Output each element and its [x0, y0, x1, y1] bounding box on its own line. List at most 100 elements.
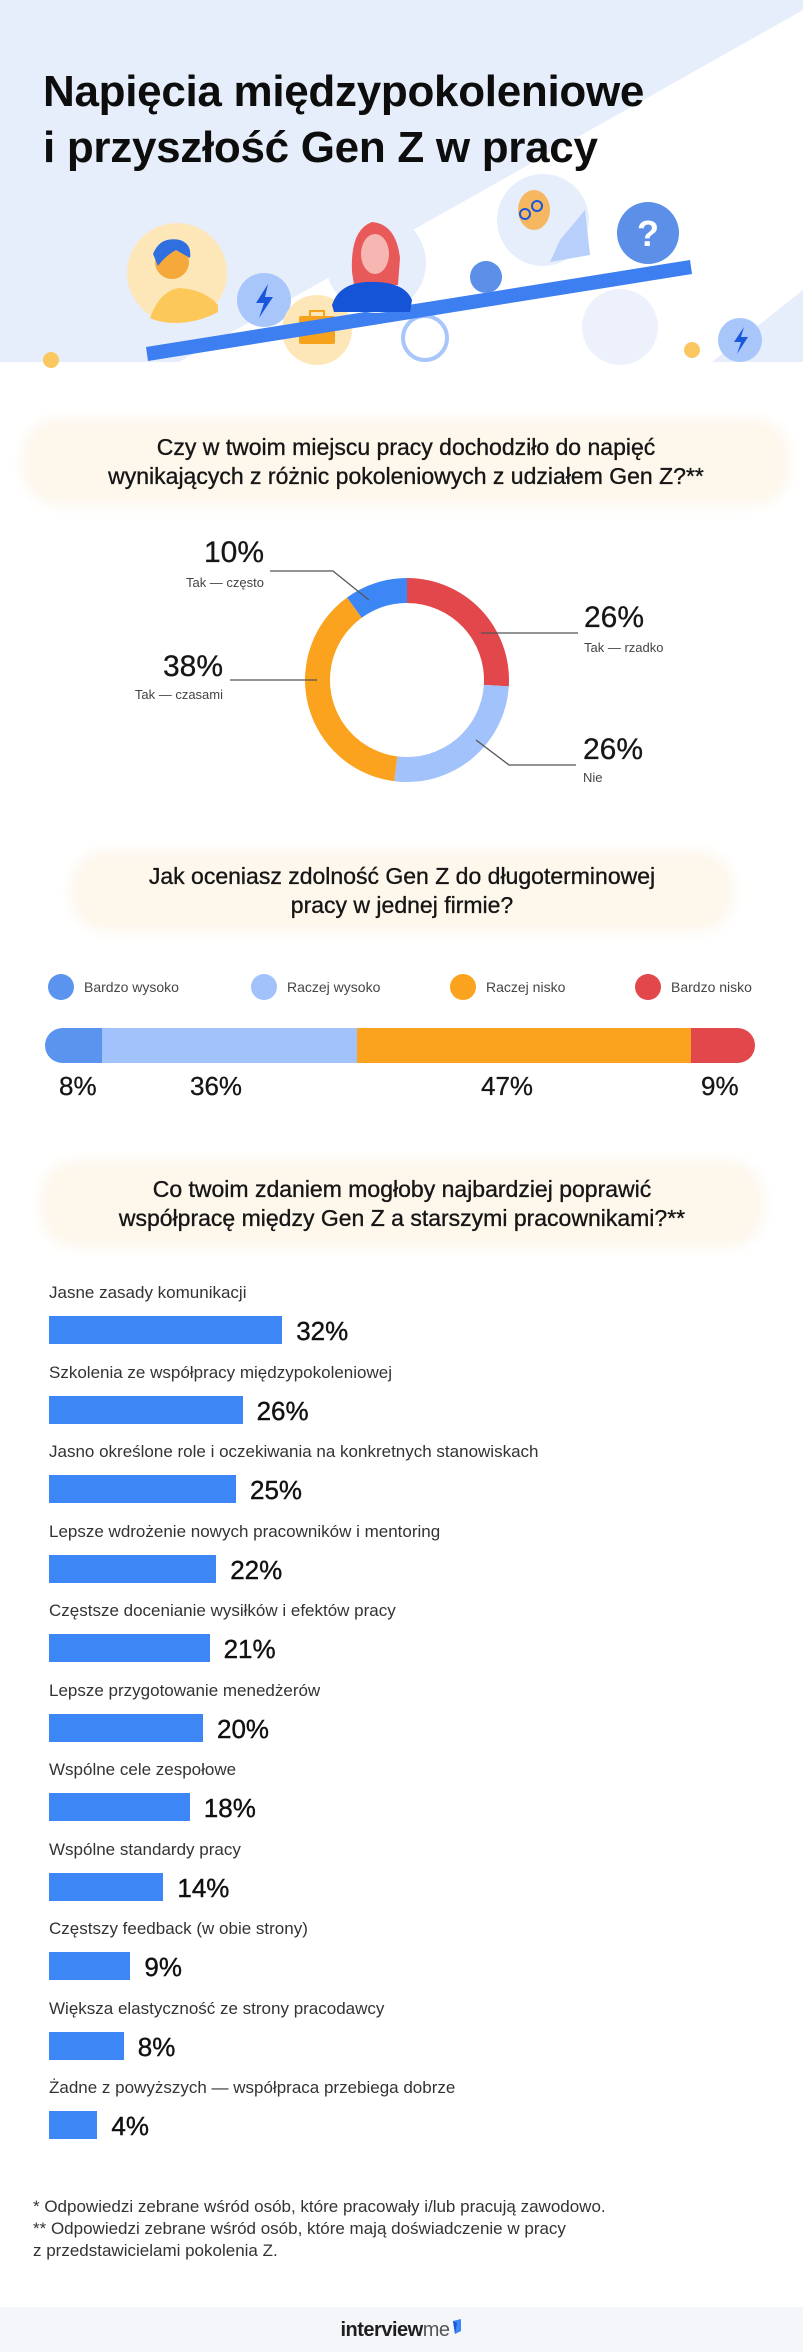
footnote: z przedstawicielami pokolenia Z.	[33, 2241, 278, 2260]
footnote: ** Odpowiedzi zebrane wśród osób, które …	[33, 2219, 566, 2238]
interviewme-logo[interactable]: interviewme	[0, 2319, 803, 2342]
question-2-heading: Jak oceniasz zdolność Gen Z do długoterm…	[78, 858, 726, 924]
bar	[49, 1475, 236, 1503]
bar-value-label: 8%	[137, 2031, 176, 2062]
bar-category-label: Częstszy feedback (w obie strony)	[49, 1919, 308, 1938]
legend-dot-icon	[635, 974, 661, 1000]
legend-label: Bardzo wysoko	[84, 979, 179, 995]
legend-dot-icon	[251, 974, 277, 1000]
stacked-segment	[691, 1028, 755, 1063]
stacked-segment	[45, 1028, 102, 1063]
footnotes: * Odpowiedzi zebrane wśród osób, które p…	[33, 2196, 606, 2262]
bar-value-label: 18%	[203, 1793, 256, 1823]
bar	[49, 2031, 124, 2060]
bar	[49, 1952, 131, 1980]
bar-category-label: Szkolenia ze współpracy międzypokoleniow…	[49, 1362, 393, 1382]
legend-dot-icon	[48, 974, 74, 1000]
bar	[49, 1872, 164, 1901]
logo-flag-icon	[452, 2319, 461, 2334]
bar-value-label: 22%	[230, 1554, 283, 1585]
question-line: Jak oceniasz zdolność Gen Z do długoterm…	[148, 863, 656, 889]
question-1-heading: Czy w twoim miejscu pracy dochodziło do …	[30, 426, 782, 498]
stacked-segment	[101, 1028, 358, 1063]
legend-item: Raczej nisko	[450, 974, 565, 1000]
donut-value-label: 38%	[162, 650, 223, 683]
donut-slice	[305, 597, 398, 782]
legend-item: Bardzo wysoko	[48, 974, 179, 1000]
person-elder-icon	[497, 174, 590, 266]
logo-text-part2: me	[422, 2319, 450, 2341]
page-title-line: i przyszłość Gen Z w pracy	[43, 123, 598, 172]
donut-value-label: 26%	[583, 733, 644, 766]
dot-icon	[470, 261, 502, 293]
question-line: współpracę między Gen Z a starszymi prac…	[118, 1205, 686, 1231]
bar-category-label: Jasno określone role i oczekiwania na ko…	[49, 1442, 539, 1461]
donut-value-label: 26%	[584, 601, 645, 634]
person-young-icon	[127, 223, 227, 323]
question-line: Co twoim zdaniem mogłoby najbardziej pop…	[152, 1176, 652, 1202]
donut-category-label: Tak — często	[185, 575, 264, 590]
bar-value-label: 9%	[144, 1952, 182, 1982]
question-3-heading: Co twoim zdaniem mogłoby najbardziej pop…	[48, 1168, 756, 1240]
footer: interviewme	[0, 2307, 803, 2352]
bar-value-label: 20%	[217, 1713, 270, 1744]
lightning-icon	[237, 273, 291, 327]
bar-value-label: 25%	[250, 1475, 303, 1505]
donut-slice	[347, 578, 407, 618]
bar-category-label: Żadne z powyższych — współpraca przebieg…	[49, 2078, 456, 2097]
bar	[49, 2111, 98, 2139]
hero-header: ? Napięcia międzypokoleniowe i przyszłoś…	[0, 0, 803, 370]
bar-value-label: 26%	[256, 1395, 309, 1426]
stacked-value-label: 36%	[190, 1071, 243, 1101]
bar-category-label: Większa elastyczność ze strony pracodawc…	[49, 1998, 385, 2018]
stacked-value-label: 8%	[59, 1071, 97, 1101]
bar	[49, 1554, 217, 1583]
bar	[49, 1713, 203, 1742]
leader-line	[270, 570, 370, 601]
legend-dot-icon	[450, 974, 476, 1000]
yellow-dot-icon	[43, 352, 59, 368]
faint-circle-icon	[582, 289, 658, 365]
bar-category-label: Jasne zasady komunikacji	[49, 1283, 247, 1302]
seesaw-beam	[146, 260, 692, 361]
svg-text:?: ?	[637, 213, 659, 254]
legend-item: Raczej wysoko	[251, 974, 380, 1000]
bar	[49, 1634, 210, 1662]
yellow-dot-icon	[684, 342, 700, 358]
question-line: wynikających z różnic pokoleniowych z ud…	[108, 463, 704, 489]
legend-item: Bardzo nisko	[635, 974, 752, 1000]
donut-slice	[407, 578, 509, 687]
stacked-value-label: 47%	[481, 1071, 534, 1101]
bar	[49, 1316, 283, 1344]
logo-text-part1: interview	[340, 2319, 424, 2341]
stacked-segment	[357, 1028, 692, 1063]
donut-chart	[230, 570, 578, 782]
page-title: Napięcia międzypokoleniowe i przyszłość …	[43, 64, 644, 176]
question-mark-icon: ?	[617, 202, 679, 264]
legend-label: Raczej nisko	[486, 979, 566, 995]
donut-category-label: Tak — czasami	[134, 687, 223, 702]
footnote: * Odpowiedzi zebrane wśród osób, które p…	[33, 2197, 606, 2216]
bar	[49, 1395, 243, 1424]
bar-category-label: Wspólne cele zespołowe	[49, 1760, 237, 1779]
bar-category-label: Częstsze docenianie wysiłków i efektów p…	[49, 1601, 396, 1620]
donut-slice	[394, 684, 509, 782]
bar-value-label: 21%	[223, 1634, 276, 1664]
bar-value-label: 14%	[177, 1872, 230, 1903]
question-line: Czy w twoim miejscu pracy dochodziło do …	[156, 434, 656, 460]
leader-line	[475, 739, 576, 766]
bar-category-label: Lepsze przygotowanie menedżerów	[49, 1680, 321, 1700]
bar-value-label: 32%	[296, 1316, 349, 1346]
stacked-bar	[45, 1028, 755, 1063]
donut-category-label: Tak — rzadko	[584, 640, 664, 655]
hero-illustration: ?	[0, 0, 803, 370]
person-woman-icon	[326, 213, 426, 313]
bar-category-label: Wspólne standardy pracy	[49, 1839, 241, 1859]
legend-label: Raczej wysoko	[287, 979, 381, 995]
question-line: pracy w jednej firmie?	[290, 892, 514, 918]
donut-value-label: 10%	[203, 536, 264, 569]
legend-label: Bardzo nisko	[671, 979, 752, 995]
bar-category-label: Lepsze wdrożenie nowych pracowników i me…	[49, 1521, 441, 1541]
donut-category-label: Nie	[583, 770, 603, 785]
stacked-value-label: 9%	[701, 1071, 739, 1101]
